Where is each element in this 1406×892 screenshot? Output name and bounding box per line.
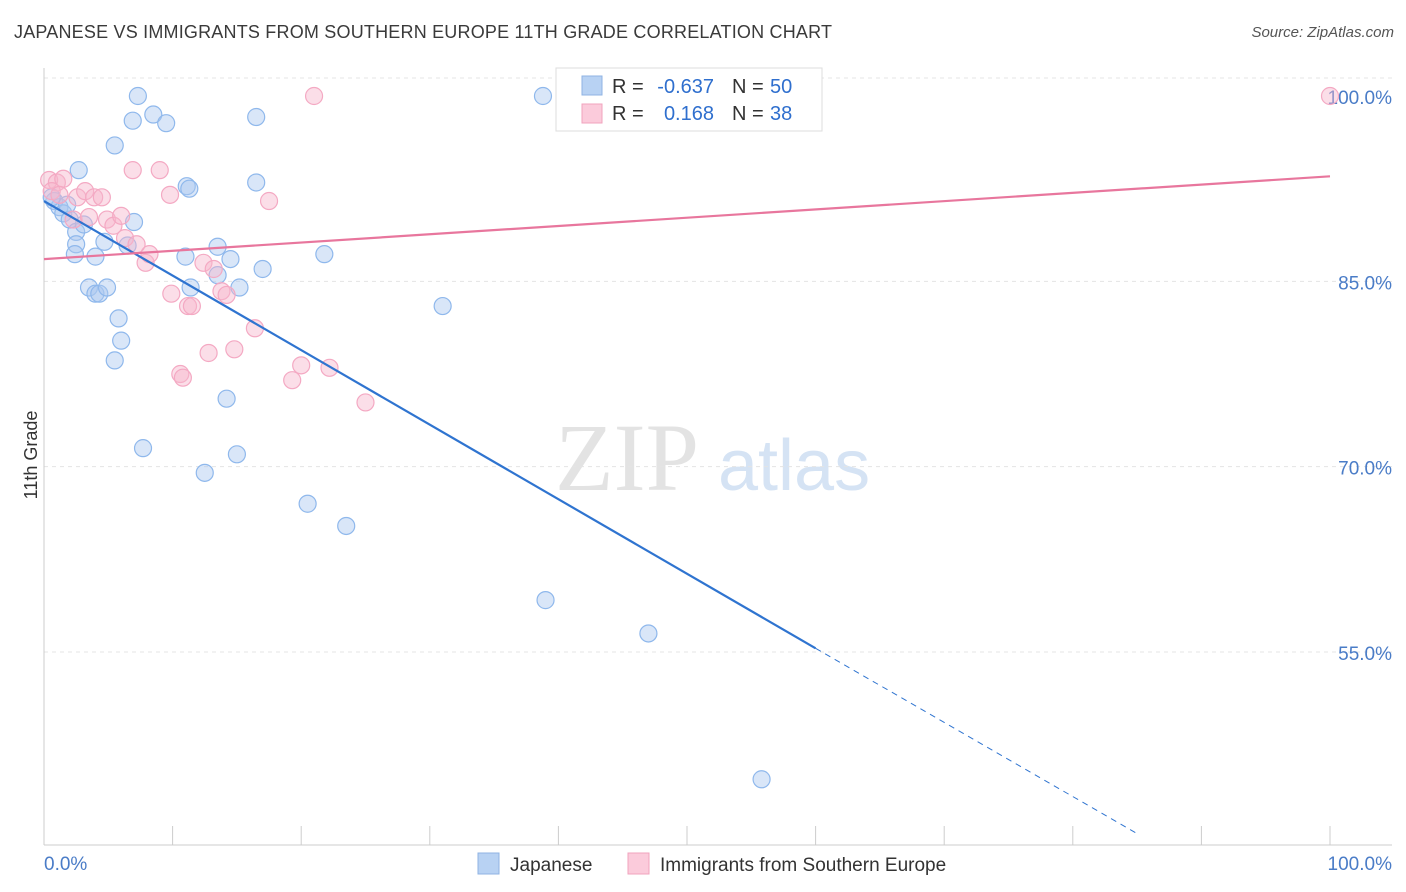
y-axis-label: 11th Grade [21, 411, 41, 500]
southern-europe-point [160, 185, 180, 204]
japanese-point [195, 463, 214, 482]
japanese-point [65, 245, 84, 264]
japanese-point [639, 624, 658, 643]
japanese-point [69, 161, 88, 180]
japanese-point [123, 111, 142, 130]
southern-europe-point [199, 343, 218, 363]
southern-europe-point [304, 86, 324, 106]
trend-lines [43, 175, 1331, 835]
japanese-point [253, 259, 272, 279]
japanese-point [536, 591, 555, 610]
japanese-point [180, 179, 199, 198]
japanese-point [157, 114, 176, 133]
southern-europe-point [173, 368, 192, 387]
southern-europe-point [356, 393, 375, 412]
gridlines [44, 77, 1392, 653]
japanese-point [247, 107, 266, 127]
southern-europe-point [85, 188, 104, 207]
watermark-zip: ZIP [555, 404, 699, 511]
legend-n-label-japanese: N = [732, 76, 764, 98]
y-tick-label: 70.0% [1338, 459, 1392, 480]
japanese-point [298, 494, 317, 513]
southern-europe-point [259, 191, 279, 211]
southern-europe-point [76, 182, 95, 201]
japanese-point [144, 105, 163, 124]
japanese-point [105, 351, 124, 370]
southern-europe-point [225, 340, 244, 359]
southern-europe-point [50, 185, 69, 204]
southern-europe-point [79, 207, 99, 227]
japanese-point [752, 770, 771, 789]
southern-europe-point [92, 188, 111, 207]
legend-r-value-southern-europe: 0.168 [664, 103, 714, 125]
legend-r-label-japanese: R = [612, 76, 644, 98]
southern-europe-point [204, 259, 223, 279]
southern-europe-point [162, 284, 181, 303]
southern-europe-point [178, 296, 198, 316]
japanese-point [128, 86, 147, 106]
legend-swatch-southern-europe [581, 103, 603, 124]
japanese-point [176, 247, 195, 266]
y-tick-label: 55.0% [1338, 644, 1392, 665]
trend-line-southern-europe [43, 175, 1331, 261]
legend-r-value-japanese: -0.637 [657, 76, 714, 98]
bottom-legend-swatch-southern-europe [627, 852, 650, 875]
legend-r-label-southern-europe: R = [612, 103, 644, 125]
japanese-point [133, 439, 153, 458]
japanese-point [533, 86, 553, 106]
source-label: Source: ZipAtlas.com [1251, 24, 1394, 41]
japanese-point [227, 445, 246, 464]
y-tick-labels: 100.0% 85.0% 70.0% 55.0% [1328, 88, 1393, 665]
japanese-point [177, 177, 196, 196]
japanese-point [112, 331, 131, 350]
southern-europe-point [1320, 86, 1340, 106]
southern-europe-point [112, 206, 131, 225]
japanese-point [221, 249, 240, 269]
southern-europe-point [194, 253, 213, 272]
trend-line-japanese-extrapolated [815, 647, 1138, 835]
x-axis-ticks [43, 826, 1331, 845]
stats-legend: R = -0.637 N = 50 R = 0.168 N = 38 [555, 67, 823, 132]
southern-europe-point [123, 161, 142, 180]
watermark-atlas: atlas [718, 426, 870, 506]
japanese-point [109, 309, 128, 328]
southern-europe-point [182, 296, 201, 316]
trend-line-japanese [43, 200, 817, 650]
bottom-legend: Japanese Immigrants from Southern Europe [477, 852, 946, 876]
legend-swatch-japanese [581, 75, 603, 96]
southern-europe-point [115, 228, 135, 248]
southern-europe-point [150, 161, 169, 180]
y-tick-label: 100.0% [1328, 88, 1393, 109]
series-southern-europe-points [40, 86, 1340, 412]
chart-title: JAPANESE VS IMMIGRANTS FROM SOUTHERN EUR… [14, 22, 833, 42]
japanese-point [433, 296, 452, 316]
japanese-point [247, 173, 266, 192]
southern-europe-point [217, 285, 236, 305]
japanese-point [105, 136, 124, 155]
japanese-point [315, 245, 334, 264]
y-tick-label: 85.0% [1338, 273, 1392, 294]
southern-europe-point [283, 371, 302, 390]
legend-n-value-japanese: 50 [770, 76, 792, 98]
japanese-point [67, 235, 86, 254]
bottom-legend-swatch-japanese [477, 852, 500, 875]
bottom-legend-label-southern-europe: Immigrants from Southern Europe [660, 855, 946, 876]
x-tick-label-max: 100.0% [1328, 854, 1393, 875]
japanese-point [86, 284, 105, 303]
southern-europe-point [292, 356, 311, 375]
legend-n-value-southern-europe: 38 [770, 103, 792, 125]
x-tick-label-min: 0.0% [44, 854, 87, 875]
southern-europe-point [104, 216, 123, 235]
japanese-point [97, 278, 117, 297]
legend-n-label-southern-europe: N = [732, 103, 764, 125]
japanese-point [217, 389, 236, 408]
japanese-point [337, 516, 356, 536]
bottom-legend-label-japanese: Japanese [510, 855, 592, 876]
southern-europe-point [140, 245, 159, 264]
